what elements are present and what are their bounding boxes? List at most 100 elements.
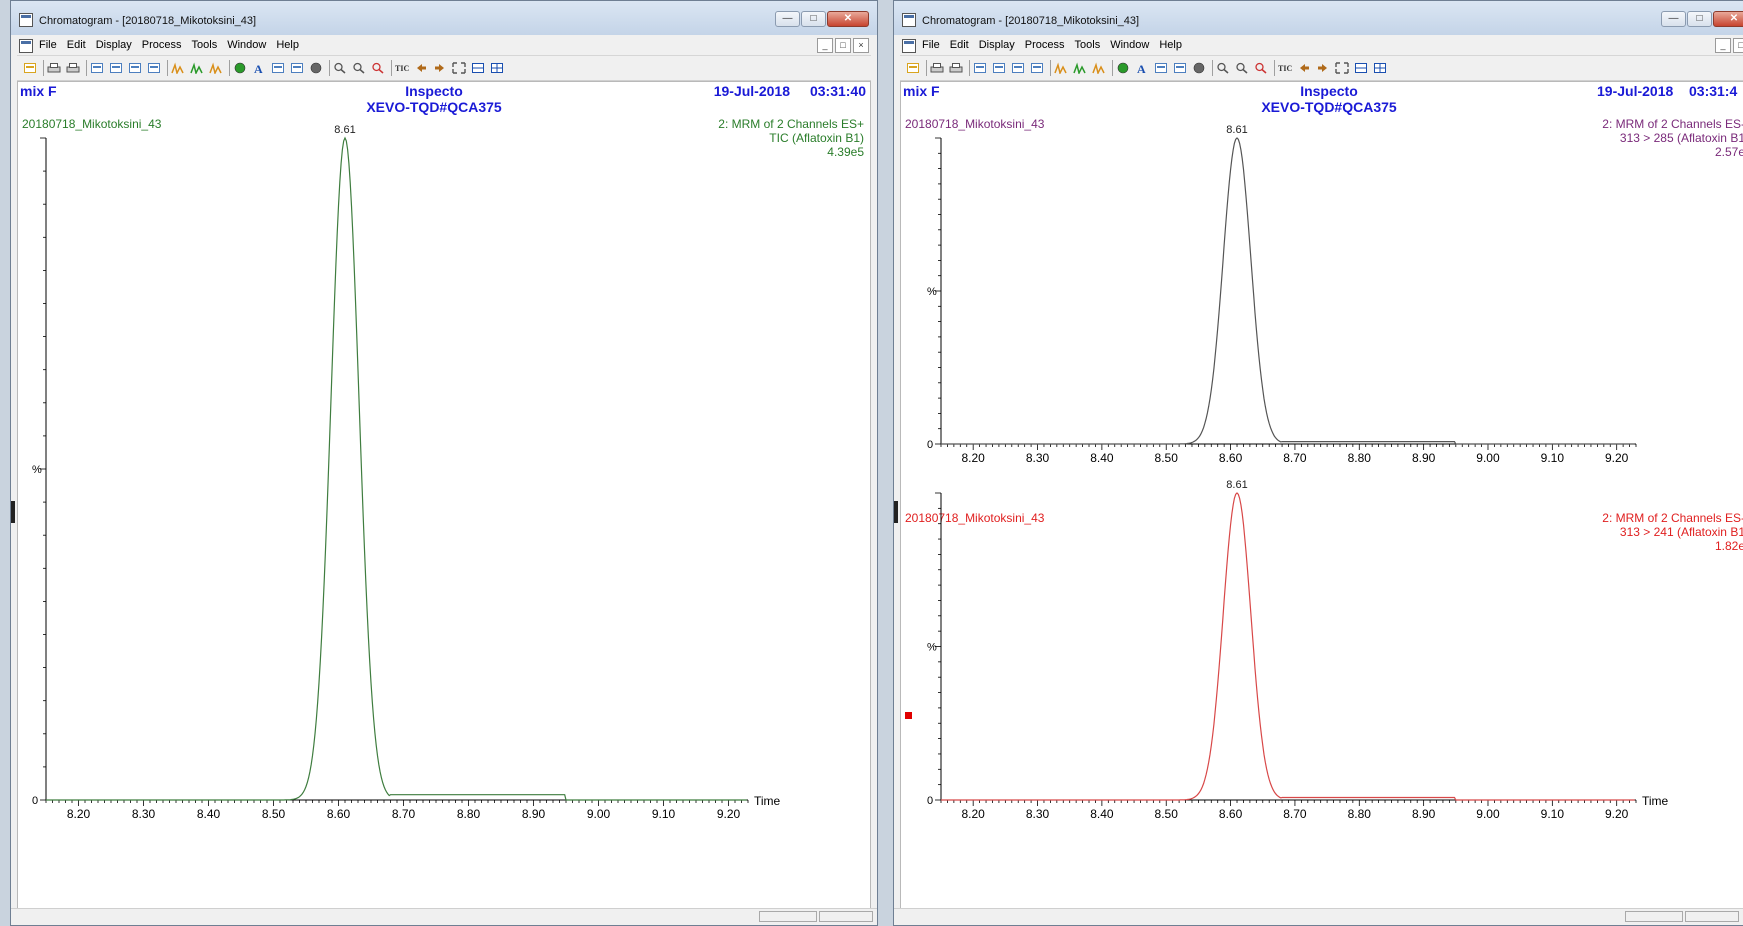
menu-file[interactable]: File (39, 39, 57, 51)
resize-grip[interactable] (894, 501, 898, 523)
menu-process[interactable]: Process (142, 39, 182, 51)
chromatogram-trace[interactable] (46, 138, 747, 800)
integrate-icon[interactable] (171, 62, 185, 74)
arrow-left-icon[interactable] (414, 62, 428, 74)
integrate-icon[interactable] (1054, 62, 1068, 74)
document-icon[interactable] (19, 39, 33, 53)
copy-chromatogram-icon[interactable] (973, 62, 987, 74)
text-icon[interactable]: A (1135, 62, 1149, 74)
fullscreen-icon[interactable] (452, 62, 466, 74)
text-icon[interactable]: A (252, 62, 266, 74)
x-tick-label: 8.40 (1090, 807, 1114, 821)
menu-display[interactable]: Display (96, 39, 132, 51)
menu-process[interactable]: Process (1025, 39, 1065, 51)
x-tick-label: 8.30 (1026, 451, 1050, 465)
zoom-reset-icon[interactable] (1254, 62, 1268, 74)
menu-window[interactable]: Window (227, 39, 266, 51)
x-axis-title: Time (1642, 794, 1669, 808)
arrow-right-icon[interactable] (1316, 62, 1330, 74)
menu-help[interactable]: Help (276, 39, 299, 51)
copy-list-icon[interactable] (1030, 62, 1044, 74)
maximize-button[interactable]: □ (801, 11, 826, 27)
app-icon[interactable] (19, 13, 33, 27)
menu-edit[interactable]: Edit (67, 39, 86, 51)
stopwatch-icon[interactable] (309, 62, 323, 74)
arrow-left-icon[interactable] (1297, 62, 1311, 74)
mdi-minimize-button[interactable]: _ (817, 38, 833, 53)
tile-grid-icon[interactable] (490, 62, 504, 74)
chromatogram-pane[interactable]: mix F Inspecto XEVO-TQD#QCA375 19-Jul-20… (900, 81, 1743, 909)
stopwatch-icon[interactable] (1192, 62, 1206, 74)
close-button[interactable]: ✕ (827, 11, 869, 27)
mdi-restore-button[interactable]: □ (1733, 38, 1743, 53)
peak-list-icon[interactable] (290, 62, 304, 74)
x-tick-label: 8.40 (1090, 451, 1114, 465)
open-folder-icon[interactable] (23, 62, 37, 74)
maximize-button[interactable]: □ (1687, 11, 1712, 27)
menu-window[interactable]: Window (1110, 39, 1149, 51)
print-preview-icon[interactable] (66, 62, 80, 74)
print-preview-icon[interactable] (949, 62, 963, 74)
globe-icon[interactable] (233, 62, 247, 74)
peak-list-icon[interactable] (1173, 62, 1187, 74)
mdi-minimize-button[interactable]: _ (1715, 38, 1731, 53)
mdi-restore-button[interactable]: □ (835, 38, 851, 53)
zoom-in-icon[interactable] (333, 62, 347, 74)
title-bar[interactable]: Chromatogram - [20180718_Mikotoksini_43]… (11, 1, 877, 35)
document-icon[interactable] (902, 39, 916, 53)
smooth-icon[interactable] (190, 62, 204, 74)
paste-icon[interactable] (1011, 62, 1025, 74)
zoom-out-icon[interactable] (352, 62, 366, 74)
zoom-reset-icon[interactable] (371, 62, 385, 74)
print-icon[interactable] (47, 62, 61, 74)
menu-file[interactable]: File (922, 39, 940, 51)
menu-tools[interactable]: Tools (1075, 39, 1101, 51)
menu-tools[interactable]: Tools (192, 39, 218, 51)
chromatogram-plot[interactable]: 8.20 8.30 8.40 8.50 8.60 8.70 8.80 8.90 9.00 9.10… (18, 82, 871, 909)
menu-edit[interactable]: Edit (950, 39, 969, 51)
arrow-right-icon[interactable] (433, 62, 447, 74)
menu-display[interactable]: Display (979, 39, 1015, 51)
library-icon[interactable] (1154, 62, 1168, 74)
mdi-close-button[interactable]: × (853, 38, 869, 53)
app-icon[interactable] (902, 13, 916, 27)
close-button[interactable]: ✕ (1713, 11, 1743, 27)
menu-help[interactable]: Help (1159, 39, 1182, 51)
copy-chromatogram-icon[interactable] (90, 62, 104, 74)
tile-grid-icon[interactable] (1373, 62, 1387, 74)
chromatogram-window-right[interactable]: Chromatogram - [20180718_Mikotoksini_43]… (893, 0, 1743, 926)
copy-icon[interactable] (992, 62, 1006, 74)
library-icon[interactable] (271, 62, 285, 74)
minimize-button[interactable]: — (1661, 11, 1686, 27)
copy-list-icon[interactable] (147, 62, 161, 74)
copy-icon[interactable] (109, 62, 123, 74)
tic-icon[interactable]: TIC (1278, 62, 1292, 74)
smooth-icon[interactable] (1073, 62, 1087, 74)
peak-label: 8.61 (334, 124, 355, 136)
combine-icon[interactable] (209, 62, 223, 74)
tile-horizontal-icon[interactable] (471, 62, 485, 74)
zoom-in-icon[interactable] (1216, 62, 1230, 74)
chromatogram-plot[interactable]: 8.20 8.30 8.40 8.50 8.60 8.70 8.80 8.90 9.00 9.10… (901, 82, 1743, 909)
chromatogram-trace[interactable] (941, 493, 1635, 800)
combine-icon[interactable] (1092, 62, 1106, 74)
status-bar (11, 908, 877, 925)
fullscreen-icon[interactable] (1335, 62, 1349, 74)
paste-icon[interactable] (128, 62, 142, 74)
tic-icon[interactable]: TIC (395, 62, 409, 74)
chromatogram-trace[interactable] (941, 138, 1635, 444)
x-tick-label: 8.30 (1026, 807, 1050, 821)
minimize-button[interactable]: — (775, 11, 800, 27)
title-bar[interactable]: Chromatogram - [20180718_Mikotoksini_43]… (894, 1, 1743, 35)
x-tick-label: 8.70 (1283, 807, 1307, 821)
zoom-out-icon[interactable] (1235, 62, 1249, 74)
chromatogram-pane[interactable]: mix F Inspecto XEVO-TQD#QCA375 19-Jul-20… (17, 81, 871, 909)
chromatogram-window-left[interactable]: Chromatogram - [20180718_Mikotoksini_43]… (10, 0, 878, 926)
print-icon[interactable] (930, 62, 944, 74)
tile-horizontal-icon[interactable] (1354, 62, 1368, 74)
x-axis-title: Time (754, 794, 781, 808)
plot-axes (941, 138, 1636, 444)
resize-grip[interactable] (11, 501, 15, 523)
globe-icon[interactable] (1116, 62, 1130, 74)
open-folder-icon[interactable] (906, 62, 920, 74)
